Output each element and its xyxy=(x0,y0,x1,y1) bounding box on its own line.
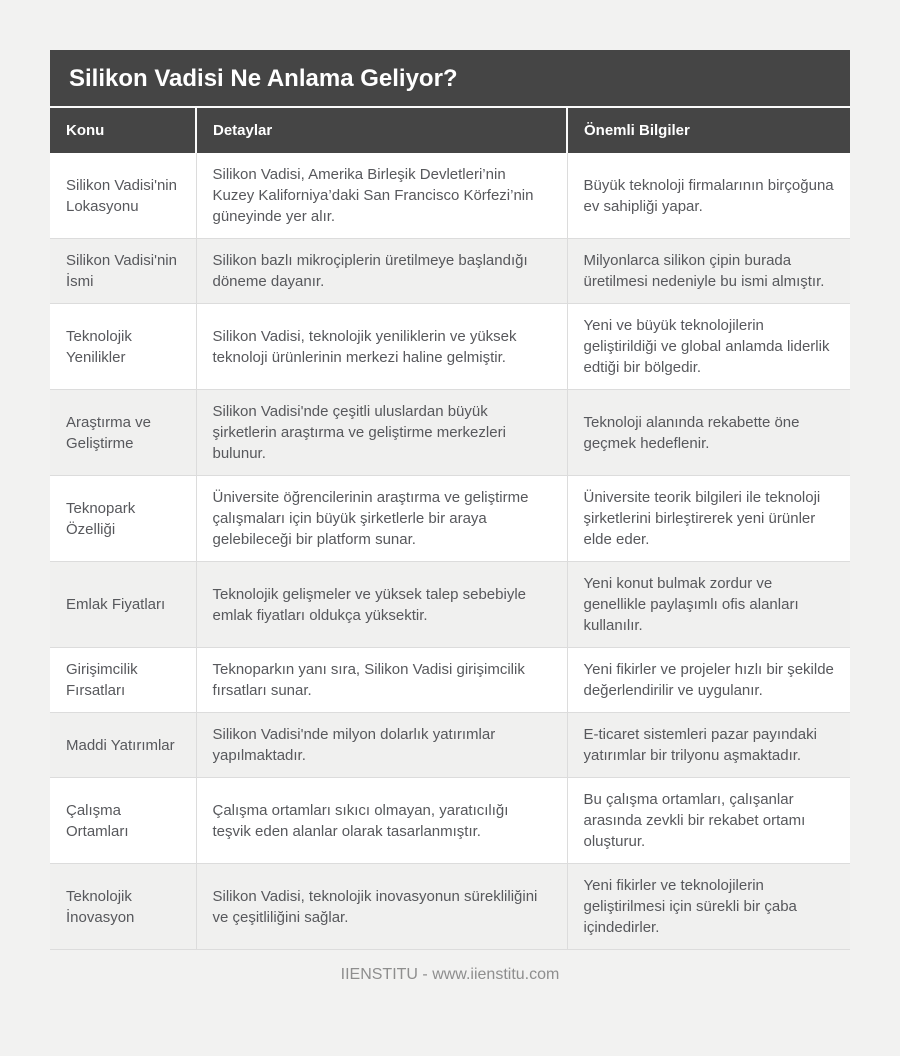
cell-detaylar: Silikon Vadisi, teknolojik yeniliklerin … xyxy=(195,303,567,390)
cell-onemli-bilgiler: Bu çalışma ortamları, çalışanlar arasınd… xyxy=(566,777,850,864)
cell-konu: Silikon Vadisi'nin İsmi xyxy=(50,238,196,304)
table-row: Teknopark Özelliği Üniversite öğrenciler… xyxy=(50,475,850,562)
cell-konu: Silikon Vadisi'nin Lokasyonu xyxy=(50,153,196,239)
page-title: Silikon Vadisi Ne Anlama Geliyor? xyxy=(50,50,850,108)
cell-konu: Emlak Fiyatları xyxy=(50,561,196,648)
cell-onemli-bilgiler: E-ticaret sistemleri pazar payındaki yat… xyxy=(566,712,850,778)
table-row: Emlak Fiyatları Teknolojik gelişmeler ve… xyxy=(50,561,850,648)
cell-konu: Çalışma Ortamları xyxy=(50,777,196,864)
table-body: Silikon Vadisi'nin Lokasyonu Silikon Vad… xyxy=(50,153,850,950)
cell-konu: Teknolojik İnovasyon xyxy=(50,863,196,950)
cell-onemli-bilgiler: Yeni fikirler ve projeler hızlı bir şeki… xyxy=(566,647,850,713)
table-row: Teknolojik İnovasyon Silikon Vadisi, tek… xyxy=(50,863,850,950)
cell-konu: Maddi Yatırımlar xyxy=(50,712,196,778)
cell-onemli-bilgiler: Yeni ve büyük teknolojilerin geliştirild… xyxy=(566,303,850,390)
cell-onemli-bilgiler: Milyonlarca silikon çipin burada üretilm… xyxy=(566,238,850,304)
cell-onemli-bilgiler: Yeni konut bulmak zordur ve genellikle p… xyxy=(566,561,850,648)
column-header-konu: Konu xyxy=(50,108,196,153)
table-row: Silikon Vadisi'nin Lokasyonu Silikon Vad… xyxy=(50,153,850,239)
cell-onemli-bilgiler: Teknoloji alanında rekabette öne geçmek … xyxy=(566,389,850,476)
table-header: Konu Detaylar Önemli Bilgiler xyxy=(50,108,850,153)
cell-detaylar: Silikon Vadisi, teknolojik inovasyonun s… xyxy=(195,863,567,950)
cell-detaylar: Üniversite öğrencilerinin araştırma ve g… xyxy=(195,475,567,562)
cell-onemli-bilgiler: Büyük teknoloji firmalarının birçoğuna e… xyxy=(566,153,850,239)
column-header-detaylar: Detaylar xyxy=(195,108,567,153)
table-row: Araştırma ve Geliştirme Silikon Vadisi'n… xyxy=(50,389,850,476)
info-table: Konu Detaylar Önemli Bilgiler Silikon Va… xyxy=(50,108,850,950)
cell-detaylar: Silikon Vadisi'nde milyon dolarlık yatır… xyxy=(195,712,567,778)
cell-detaylar: Çalışma ortamları sıkıcı olmayan, yaratı… xyxy=(195,777,567,864)
cell-konu: Teknolojik Yenilikler xyxy=(50,303,196,390)
table-row: Silikon Vadisi'nin İsmi Silikon bazlı mi… xyxy=(50,238,850,304)
table-row: Teknolojik Yenilikler Silikon Vadisi, te… xyxy=(50,303,850,390)
cell-onemli-bilgiler: Yeni fikirler ve teknolojilerin geliştir… xyxy=(566,863,850,950)
cell-detaylar: Teknoparkın yanı sıra, Silikon Vadisi gi… xyxy=(195,647,567,713)
cell-konu: Teknopark Özelliği xyxy=(50,475,196,562)
cell-detaylar: Teknolojik gelişmeler ve yüksek talep se… xyxy=(195,561,567,648)
column-header-onemli-bilgiler: Önemli Bilgiler xyxy=(566,108,850,153)
table-row: Maddi Yatırımlar Silikon Vadisi'nde mily… xyxy=(50,712,850,778)
content-card: Silikon Vadisi Ne Anlama Geliyor? Konu D… xyxy=(50,50,850,950)
table-row: Girişimcilik Fırsatları Teknoparkın yanı… xyxy=(50,647,850,713)
cell-onemli-bilgiler: Üniversite teorik bilgileri ile teknoloj… xyxy=(566,475,850,562)
cell-detaylar: Silikon bazlı mikroçiplerin üretilmeye b… xyxy=(195,238,567,304)
footer-credit: IIENSTITU - www.iienstitu.com xyxy=(340,966,560,983)
cell-detaylar: Silikon Vadisi, Amerika Birleşik Devletl… xyxy=(195,153,567,239)
cell-konu: Girişimcilik Fırsatları xyxy=(50,647,196,713)
cell-konu: Araştırma ve Geliştirme xyxy=(50,389,196,476)
table-row: Çalışma Ortamları Çalışma ortamları sıkı… xyxy=(50,777,850,864)
cell-detaylar: Silikon Vadisi'nde çeşitli uluslardan bü… xyxy=(195,389,567,476)
